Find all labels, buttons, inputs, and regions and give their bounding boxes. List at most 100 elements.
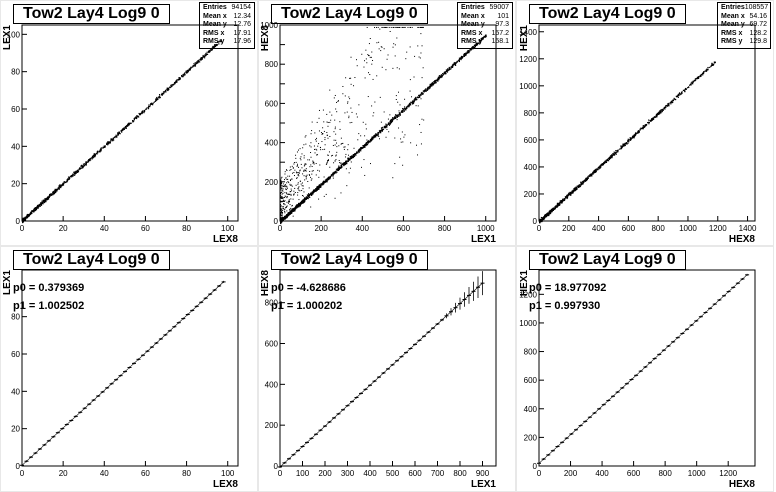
data-point xyxy=(645,123,648,126)
data-point xyxy=(576,188,578,190)
data-point xyxy=(52,192,54,194)
data-point xyxy=(334,119,336,121)
data-point xyxy=(387,122,390,124)
data-point xyxy=(167,88,169,90)
data-point xyxy=(85,163,87,165)
data-point xyxy=(33,211,35,213)
data-point xyxy=(376,42,378,44)
data-point xyxy=(46,198,48,200)
data-point xyxy=(628,141,630,143)
data-point xyxy=(386,126,388,128)
data-point xyxy=(281,217,283,219)
data-point xyxy=(396,115,399,117)
data-point xyxy=(413,100,415,102)
data-point xyxy=(100,150,102,152)
data-point xyxy=(403,26,405,28)
data-point xyxy=(402,164,404,166)
data-point xyxy=(27,215,29,217)
data-point xyxy=(354,77,356,79)
chart-1: 0 200 400 600 800 100002004006008001000LEX1HE… xyxy=(260,21,497,245)
data-point xyxy=(373,136,375,139)
data-point xyxy=(399,26,401,28)
data-point xyxy=(189,69,191,71)
data-point xyxy=(661,110,664,112)
data-point xyxy=(362,146,364,148)
data-point xyxy=(460,57,463,59)
data-point xyxy=(177,79,179,81)
data-point xyxy=(539,221,541,223)
data-point xyxy=(47,196,49,198)
data-point xyxy=(367,96,369,98)
data-point xyxy=(364,77,366,79)
data-point xyxy=(336,151,338,153)
data-point xyxy=(658,112,660,114)
data-point xyxy=(440,76,443,78)
data-point xyxy=(416,98,418,101)
data-point xyxy=(302,199,304,201)
x-tick-label: 100 xyxy=(221,469,235,478)
data-point xyxy=(390,26,392,28)
data-point xyxy=(400,141,402,143)
data-point xyxy=(208,51,211,53)
data-point xyxy=(374,134,376,136)
data-point xyxy=(543,216,545,218)
data-point xyxy=(350,161,352,163)
data-point xyxy=(28,214,30,216)
data-point xyxy=(372,59,374,61)
data-point xyxy=(660,109,662,111)
data-point xyxy=(544,215,547,218)
data-point xyxy=(282,192,284,194)
data-point xyxy=(45,200,47,202)
data-point xyxy=(616,150,618,152)
data-point xyxy=(409,103,411,105)
data-point xyxy=(156,97,158,99)
data-point xyxy=(363,159,365,161)
data-point xyxy=(137,115,139,117)
data-point xyxy=(327,160,329,162)
data-point xyxy=(112,137,114,139)
data-point xyxy=(281,218,283,220)
data-point xyxy=(377,26,379,28)
data-point xyxy=(637,132,639,134)
data-point xyxy=(155,100,157,102)
data-point xyxy=(585,178,588,181)
data-point xyxy=(690,83,692,86)
data-point xyxy=(590,174,592,176)
data-point xyxy=(617,149,619,151)
data-point xyxy=(332,177,334,179)
data-point xyxy=(301,185,303,187)
data-point xyxy=(45,199,47,201)
data-point xyxy=(481,37,483,39)
data-point xyxy=(283,206,285,208)
data-point xyxy=(371,138,373,140)
data-point xyxy=(557,202,559,205)
data-point xyxy=(281,214,283,216)
data-point xyxy=(336,171,338,173)
data-point xyxy=(380,132,382,134)
data-point xyxy=(677,93,680,95)
data-point xyxy=(431,85,433,87)
data-point xyxy=(568,192,570,194)
data-point xyxy=(281,185,283,187)
data-point xyxy=(616,151,618,153)
data-point xyxy=(365,128,367,130)
data-point xyxy=(642,126,644,128)
data-point xyxy=(694,78,697,80)
data-point xyxy=(303,191,305,193)
data-point xyxy=(319,185,321,188)
data-point xyxy=(394,44,396,46)
data-point xyxy=(693,80,696,82)
data-point xyxy=(286,215,289,217)
data-point xyxy=(598,168,600,170)
data-point xyxy=(45,197,48,199)
data-point xyxy=(575,186,577,188)
data-point xyxy=(474,44,476,47)
data-point xyxy=(409,90,411,92)
data-point xyxy=(36,206,38,208)
data-point xyxy=(391,120,393,122)
data-point xyxy=(669,102,671,104)
x-tick-label: 0 xyxy=(537,469,542,478)
data-point xyxy=(428,86,430,88)
data-point xyxy=(145,108,147,110)
data-point xyxy=(310,192,313,194)
